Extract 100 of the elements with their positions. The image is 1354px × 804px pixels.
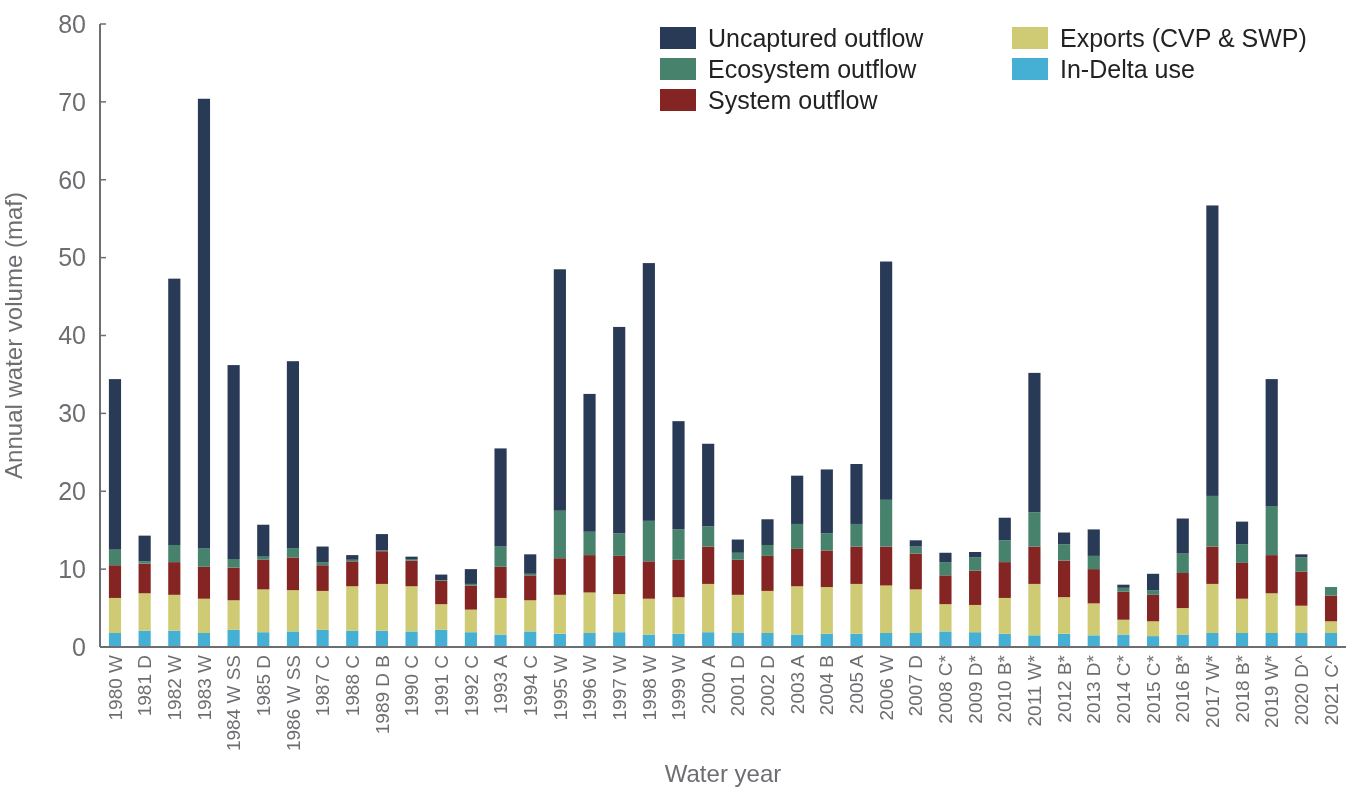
bar (642, 520, 655, 562)
bar (1324, 587, 1338, 596)
bar (1295, 557, 1308, 572)
bar (880, 261, 893, 500)
bar (1146, 636, 1160, 647)
bar (939, 562, 952, 576)
bar (731, 594, 744, 633)
bar (197, 632, 211, 647)
x-tick-label: 2007 D (905, 655, 927, 717)
y-tick-label: 10 (58, 554, 86, 583)
bar (1117, 619, 1130, 635)
y-tick-label: 70 (58, 87, 86, 116)
bar (197, 98, 211, 549)
bar (672, 529, 685, 560)
bar (702, 583, 715, 633)
bar (316, 562, 329, 566)
bar (316, 590, 329, 630)
bar (346, 586, 359, 631)
bar (791, 523, 804, 549)
x-tick-label: 1991 C (430, 655, 452, 717)
bar (1028, 583, 1041, 636)
x-tick-label: 1983 W (193, 654, 215, 721)
bar (524, 575, 537, 601)
y-axis-title: Annual water volume (maf) (0, 192, 27, 479)
bar (316, 546, 329, 563)
bar (1087, 529, 1100, 556)
bar (850, 633, 863, 647)
bar (613, 533, 626, 556)
bar (820, 550, 833, 588)
bar (197, 548, 211, 567)
bar (1058, 560, 1071, 598)
x-tick-label: 2016 B* (1172, 654, 1194, 723)
bar (1206, 205, 1219, 496)
x-tick-label: 2020 D^ (1291, 654, 1313, 726)
bar (731, 632, 744, 647)
bar (969, 551, 982, 558)
bar (346, 561, 359, 587)
bar (524, 631, 537, 647)
bar (524, 600, 537, 632)
bar (1028, 512, 1041, 547)
bar (405, 631, 418, 647)
bar (1146, 594, 1160, 622)
x-tick-label: 1985 D (252, 655, 274, 717)
x-tick-label: 1984 W SS (223, 655, 245, 752)
bar (583, 555, 596, 593)
x-tick-label: 2012 B* (1053, 654, 1075, 723)
bar (702, 632, 715, 647)
x-tick-label: 2000 A (697, 654, 719, 715)
bar (1028, 546, 1041, 584)
bar (880, 585, 893, 633)
x-tick-label: 1995 W (549, 654, 571, 721)
bar (672, 559, 685, 598)
x-tick-label: 1990 C (401, 655, 423, 717)
bar (286, 631, 300, 647)
legend-label: In-Delta use (1060, 54, 1195, 83)
bar (1295, 571, 1308, 606)
x-tick-label: 1993 A (490, 654, 512, 715)
bar (435, 604, 448, 630)
x-tick-label: 2004 B (816, 655, 838, 716)
x-tick-label: 1980 W (104, 654, 126, 721)
bar (405, 586, 418, 632)
bar (731, 552, 744, 560)
bar (1146, 590, 1160, 595)
bar (257, 556, 270, 560)
bar (1028, 635, 1041, 647)
bar (702, 526, 715, 547)
bar (346, 555, 359, 560)
bar (227, 567, 240, 601)
bar (850, 546, 863, 584)
bar (939, 604, 952, 632)
bar (1235, 562, 1249, 599)
bar (672, 597, 685, 634)
y-tick-label: 50 (58, 243, 86, 272)
bar (553, 269, 566, 511)
bar (850, 523, 863, 547)
x-tick-label: 2017 W* (1202, 654, 1224, 728)
bar (642, 561, 655, 599)
bar (672, 633, 685, 647)
bar (820, 469, 833, 534)
x-tick-label: 2015 C* (1142, 654, 1164, 724)
bar (197, 598, 211, 633)
bar (998, 597, 1011, 634)
x-tick-label: 2003 A (786, 654, 808, 715)
bar (108, 565, 122, 598)
bar (1206, 583, 1219, 633)
y-tick-label: 80 (58, 9, 86, 38)
bar (1176, 518, 1189, 554)
bar (583, 592, 596, 633)
y-tick-label: 40 (58, 321, 86, 350)
bar (168, 594, 181, 631)
bar (1176, 608, 1189, 635)
bar (138, 561, 151, 564)
bar (642, 263, 655, 521)
bar (375, 583, 388, 631)
bar (168, 562, 181, 595)
bar (850, 463, 863, 524)
bar (1324, 632, 1338, 647)
x-tick-label: 2002 D (757, 655, 779, 717)
bar (761, 590, 774, 633)
bar (880, 499, 893, 547)
